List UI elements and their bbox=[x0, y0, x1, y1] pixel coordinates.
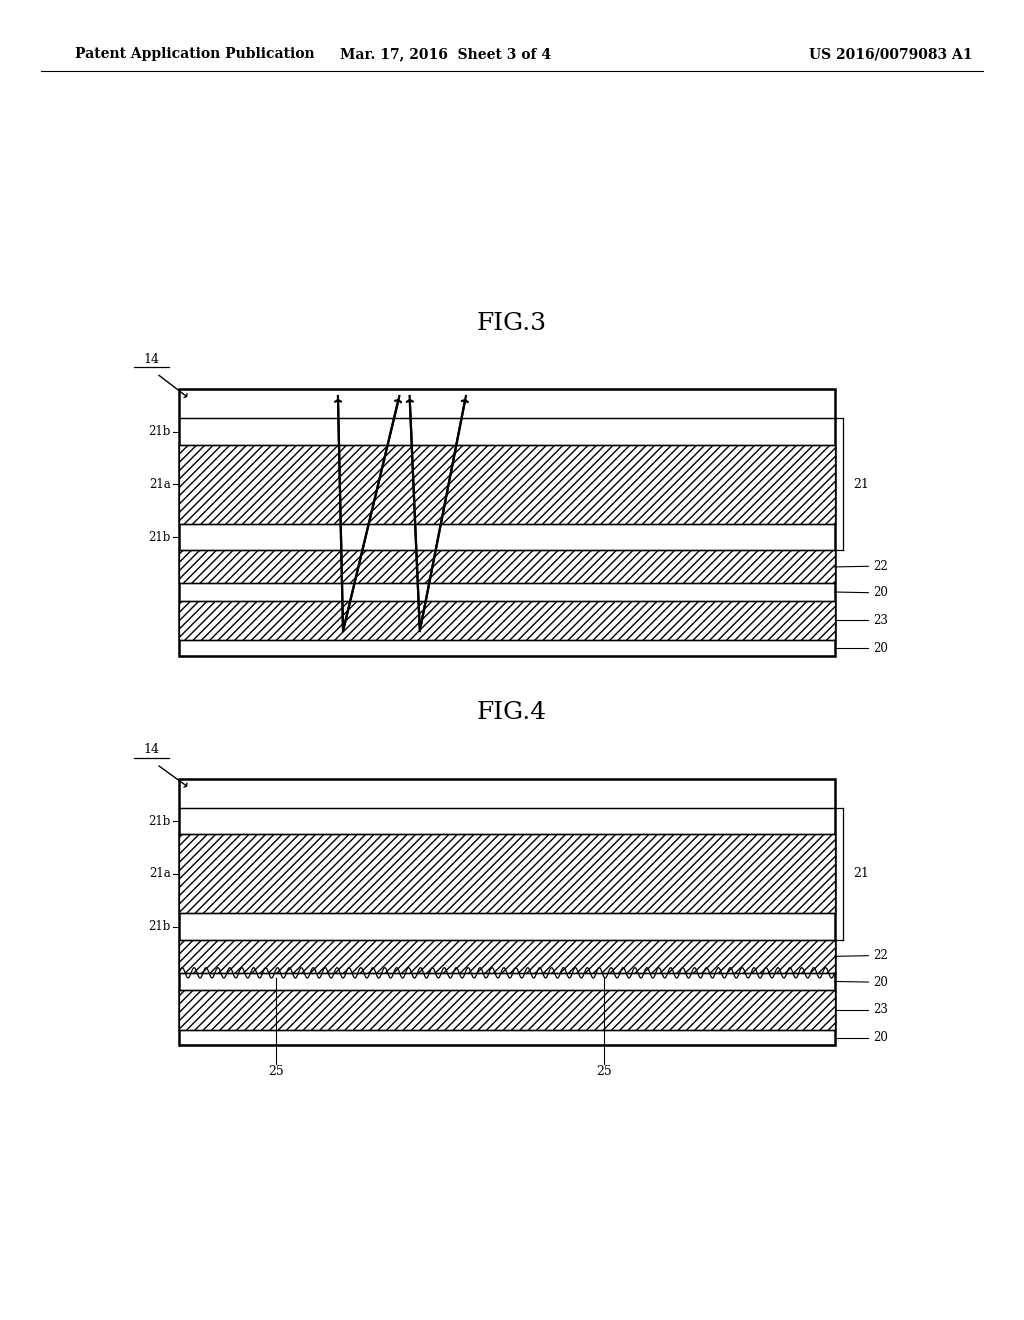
Text: 20: 20 bbox=[873, 975, 889, 989]
Text: 21: 21 bbox=[853, 867, 869, 880]
Text: 23: 23 bbox=[873, 1003, 889, 1016]
Text: 22: 22 bbox=[873, 949, 888, 962]
Bar bbox=[179, 779, 835, 1045]
Text: 21b: 21b bbox=[148, 814, 171, 828]
Text: Mar. 17, 2016  Sheet 3 of 4: Mar. 17, 2016 Sheet 3 of 4 bbox=[340, 48, 551, 61]
Text: 21: 21 bbox=[853, 478, 869, 491]
Bar bbox=[179, 940, 835, 973]
Bar bbox=[179, 601, 835, 640]
Text: 23: 23 bbox=[873, 614, 889, 627]
Bar bbox=[179, 834, 835, 913]
Bar bbox=[179, 550, 835, 583]
Text: 21b: 21b bbox=[148, 425, 171, 438]
Text: 20: 20 bbox=[873, 1031, 889, 1044]
Text: FIG.3: FIG.3 bbox=[477, 312, 547, 335]
Text: 20: 20 bbox=[873, 586, 889, 599]
Bar bbox=[179, 445, 835, 524]
Text: Patent Application Publication: Patent Application Publication bbox=[75, 48, 314, 61]
Bar bbox=[179, 990, 835, 1030]
Text: 21a: 21a bbox=[150, 867, 171, 880]
Text: 21b: 21b bbox=[148, 920, 171, 933]
Text: 14: 14 bbox=[143, 352, 160, 366]
Text: 20: 20 bbox=[873, 642, 889, 655]
Text: US 2016/0079083 A1: US 2016/0079083 A1 bbox=[809, 48, 973, 61]
Text: 21a: 21a bbox=[150, 478, 171, 491]
Text: 25: 25 bbox=[268, 1065, 285, 1078]
Text: 22: 22 bbox=[873, 560, 888, 573]
Bar bbox=[179, 389, 835, 656]
Text: 14: 14 bbox=[143, 743, 160, 756]
Text: 21b: 21b bbox=[148, 531, 171, 544]
Text: 25: 25 bbox=[596, 1065, 612, 1078]
Text: FIG.4: FIG.4 bbox=[477, 701, 547, 725]
